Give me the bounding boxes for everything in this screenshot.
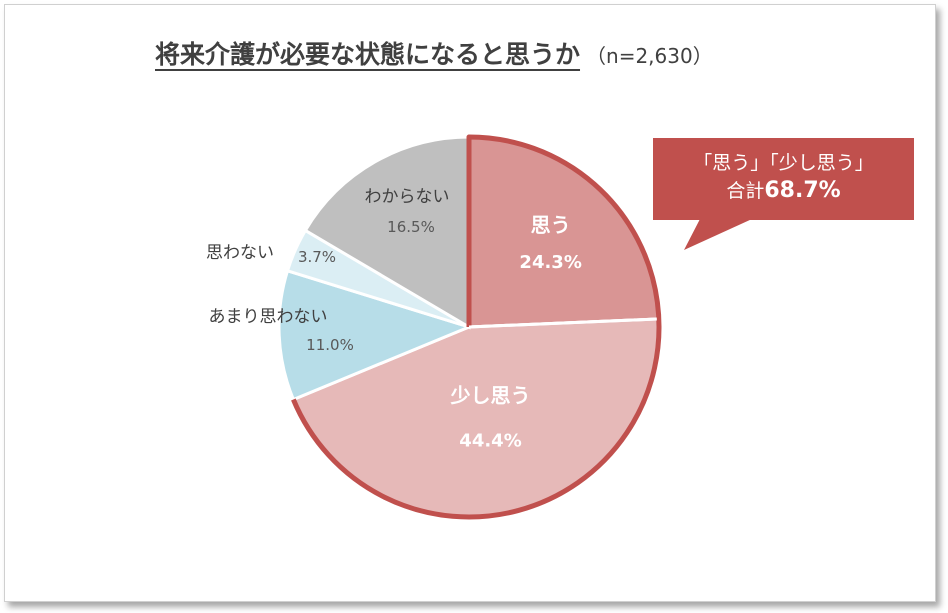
callout-total: 合計68.7% [653,176,914,206]
slice-omowanai-label: 思わない [206,243,274,263]
slice-sukoshi-omou-label: 少し思う [450,384,531,408]
slice-omowanai-value: 3.7% [298,248,336,266]
slice-omou-label: 思う [531,213,571,237]
chart-subtitle: （n=2,630） [586,44,713,68]
callout-prefix: 合計 [726,180,765,202]
slice-wakaranai [303,135,471,330]
chart-title: 将来介護が必要な状態になると思うか [155,40,581,69]
chart-title-block: 将来介護が必要な状態になると思うか （n=2,630） [155,35,713,71]
callout-value: 68.7% [764,178,841,203]
total-callout: 「思う」「少し思う」 合計68.7% [653,138,914,220]
slice-separator [468,317,657,329]
slice-wakaranai-label: わからない [365,187,450,207]
callout-label: 「思う」「少し思う」 [693,152,874,174]
slice-omou-value: 24.3% [519,252,581,273]
slice-amari-omowanai-label: あまり思わない [209,307,328,327]
slice-amari-omowanai [277,268,474,402]
slice-amari-omowanai-value: 11.0% [306,336,354,354]
slice-wakaranai-value: 16.5% [387,218,435,236]
slice-sukoshi-omou-value: 44.4% [459,431,521,452]
highlight-outline [291,134,662,520]
